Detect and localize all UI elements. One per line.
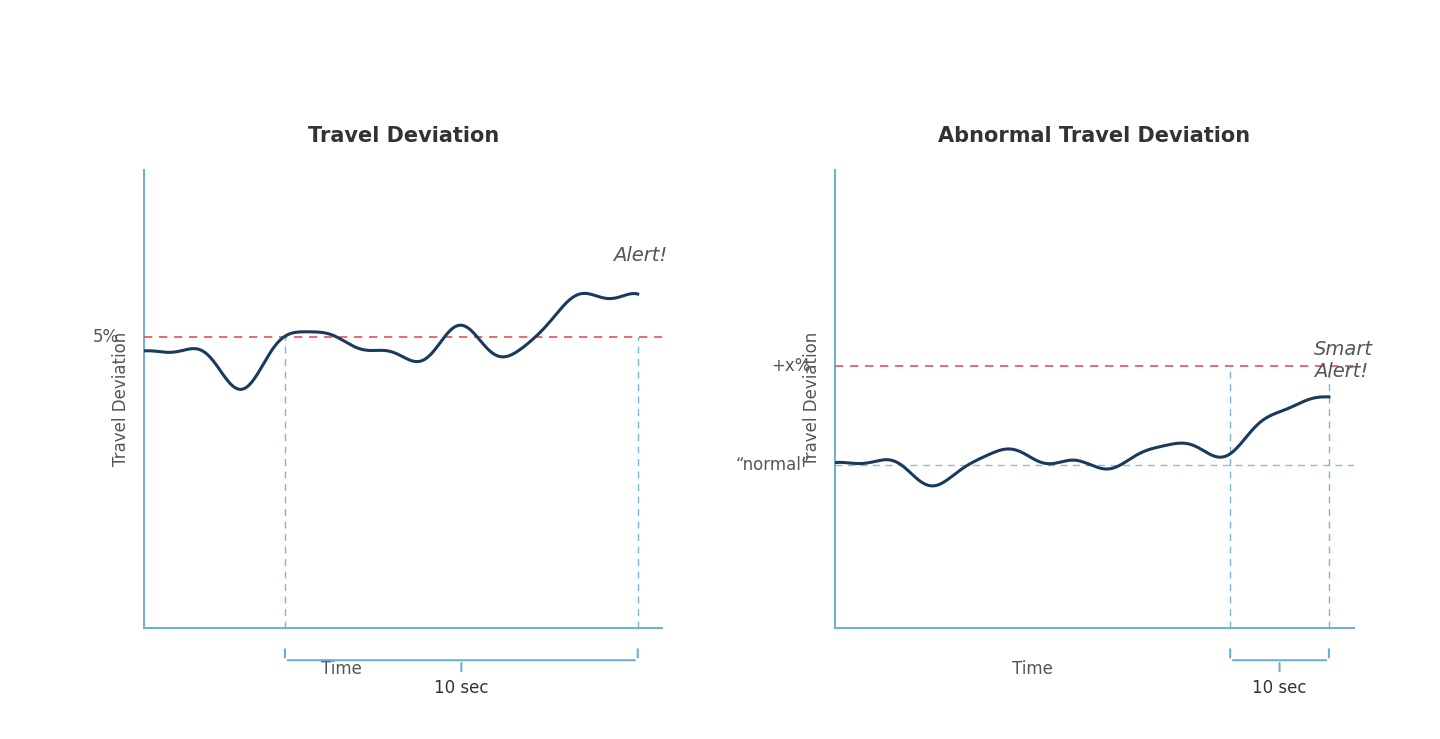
Text: “normal”: “normal” xyxy=(736,455,811,474)
Text: 10 sec: 10 sec xyxy=(433,678,488,697)
Title: Abnormal Travel Deviation: Abnormal Travel Deviation xyxy=(939,126,1250,146)
Title: Travel Deviation: Travel Deviation xyxy=(308,126,498,146)
Y-axis label: Travel Deviation: Travel Deviation xyxy=(112,332,130,466)
Text: Smart
Alert!: Smart Alert! xyxy=(1315,339,1374,381)
Text: 5%: 5% xyxy=(94,327,120,346)
Text: 10 sec: 10 sec xyxy=(1253,678,1306,697)
Text: Time: Time xyxy=(1012,660,1053,678)
Text: Alert!: Alert! xyxy=(613,246,667,265)
Y-axis label: Travel Deviation: Travel Deviation xyxy=(804,332,821,466)
Text: +x%: +x% xyxy=(772,358,811,375)
Text: Time: Time xyxy=(321,660,361,678)
